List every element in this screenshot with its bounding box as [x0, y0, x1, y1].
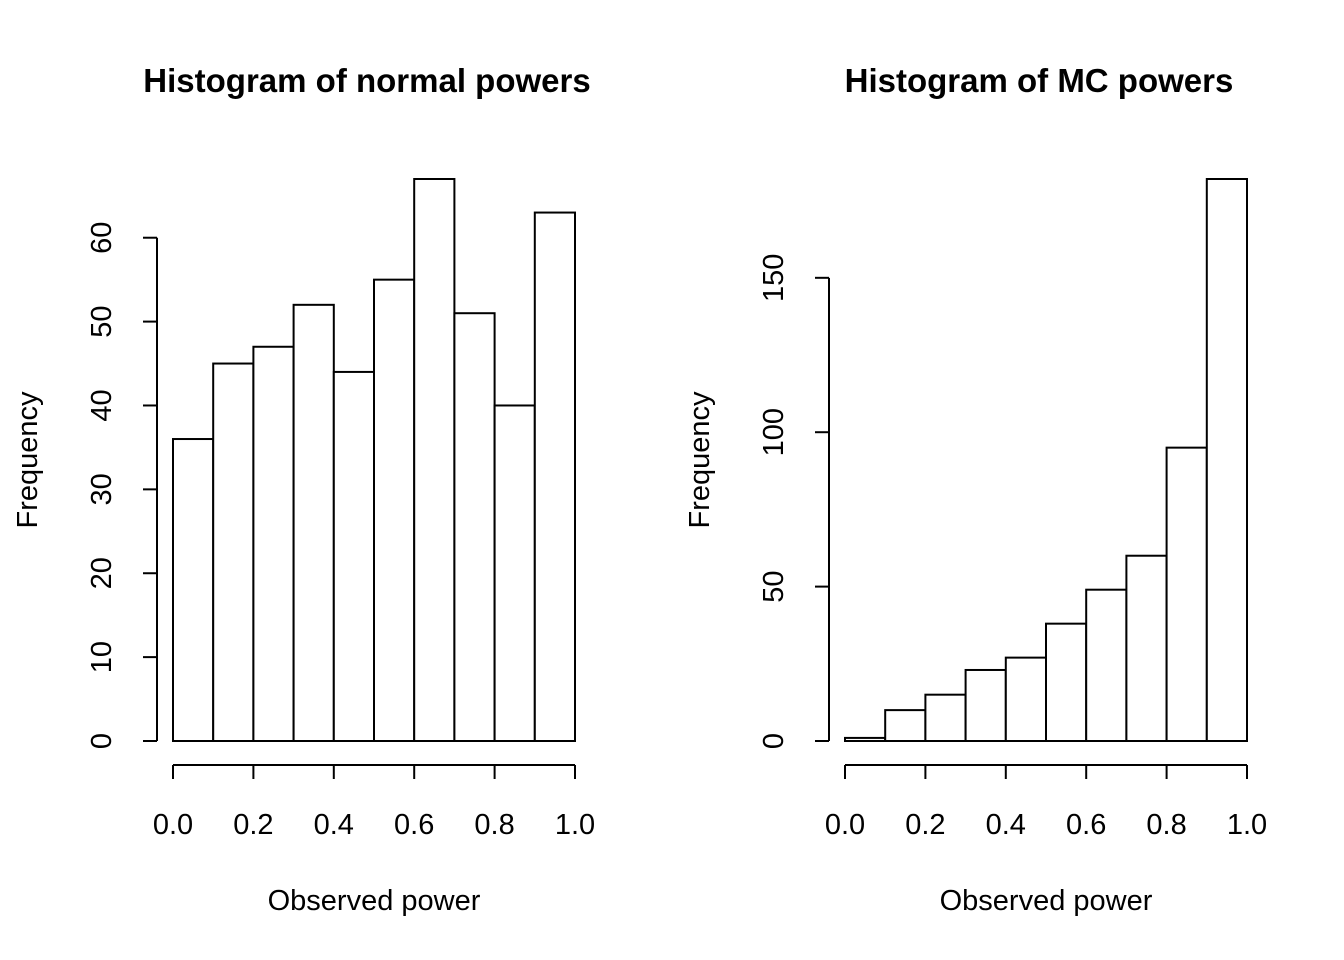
bar [924, 693, 967, 743]
y-tick-label: 0 [758, 733, 790, 749]
y-tick-label: 50 [758, 570, 790, 602]
y-tick-label: 60 [86, 222, 118, 254]
bar [252, 345, 295, 742]
bar [292, 303, 335, 742]
bar [373, 278, 416, 742]
x-tick-label: 0.4 [314, 809, 354, 841]
x-tick-label: 0.0 [825, 809, 865, 841]
x-tick-label: 0.6 [394, 809, 434, 841]
y-tick-label: 0 [86, 733, 118, 749]
bar [1205, 178, 1249, 742]
x-tick-label: 1.0 [555, 809, 595, 841]
y-tick-label: 40 [86, 389, 118, 421]
x-tick-label: 1.0 [1227, 809, 1267, 841]
chart-title: Histogram of normal powers [143, 62, 590, 99]
x-tick-label: 0.8 [474, 809, 514, 841]
bar [172, 438, 215, 742]
bar [533, 211, 576, 742]
x-tick-label: 0.8 [1146, 809, 1186, 841]
y-axis-label: Frequency [12, 391, 44, 529]
bar [964, 668, 1007, 743]
bar [1165, 446, 1208, 742]
bar [884, 709, 927, 742]
bar [1004, 656, 1047, 743]
bar [413, 178, 456, 742]
y-tick-label: 100 [758, 408, 790, 456]
bar [1045, 622, 1088, 743]
bar [1125, 554, 1168, 742]
y-tick-label: 50 [86, 305, 118, 337]
x-axis-label: Observed power [268, 885, 481, 917]
bar [493, 404, 536, 742]
y-axis-label: Frequency [684, 391, 716, 529]
bar [844, 736, 887, 743]
x-axis-label: Observed power [940, 885, 1153, 917]
x-tick-label: 0.6 [1066, 809, 1106, 841]
x-tick-label: 0.2 [233, 809, 273, 841]
y-tick-label: 10 [86, 641, 118, 673]
y-tick-label: 150 [758, 254, 790, 302]
bar [212, 362, 255, 742]
x-tick-label: 0.0 [153, 809, 193, 841]
y-tick-label: 30 [86, 473, 118, 505]
y-tick-label: 20 [86, 557, 118, 589]
bar [332, 370, 375, 742]
bar [1085, 588, 1128, 743]
x-tick-label: 0.2 [905, 809, 945, 841]
x-tick-label: 0.4 [986, 809, 1026, 841]
chart-title: Histogram of MC powers [845, 62, 1234, 99]
bar [453, 312, 496, 742]
